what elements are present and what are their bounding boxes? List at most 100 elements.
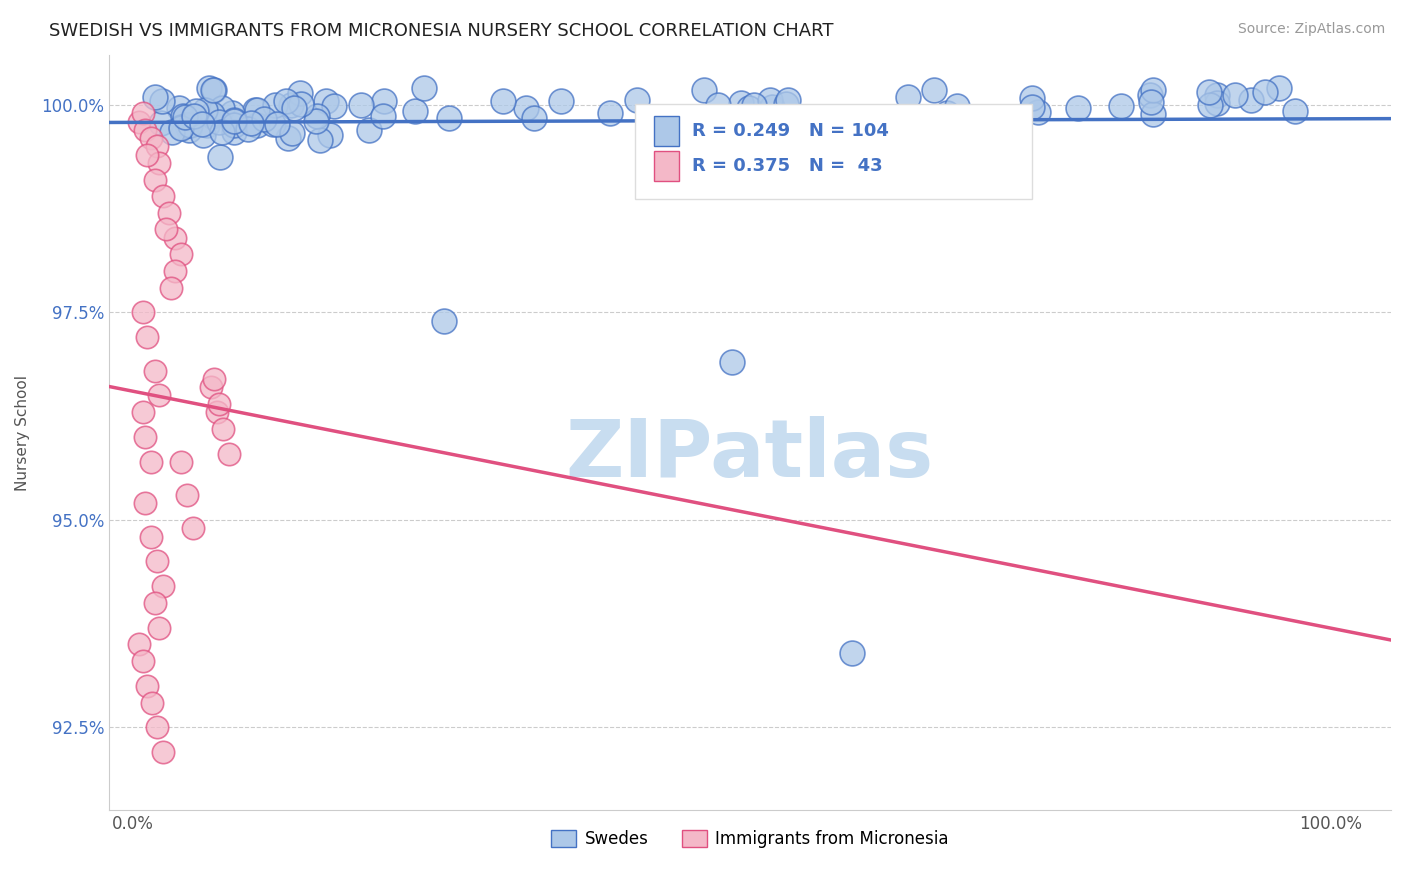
Point xyxy=(176,488,198,502)
Point xyxy=(1225,87,1247,102)
Point xyxy=(200,380,222,394)
Y-axis label: Nursery School: Nursery School xyxy=(15,375,30,491)
Point xyxy=(169,121,191,136)
Point xyxy=(288,86,311,100)
Point xyxy=(492,94,515,108)
Point xyxy=(224,118,246,132)
Point xyxy=(179,123,201,137)
Point xyxy=(246,118,269,132)
Point xyxy=(626,93,648,107)
Text: SWEDISH VS IMMIGRANTS FROM MICRONESIA NURSERY SCHOOL CORRELATION CHART: SWEDISH VS IMMIGRANTS FROM MICRONESIA NU… xyxy=(49,22,834,40)
Text: R = 0.375   N =  43: R = 0.375 N = 43 xyxy=(692,157,883,175)
Text: Source: ZipAtlas.com: Source: ZipAtlas.com xyxy=(1237,22,1385,37)
Point xyxy=(761,100,783,114)
Point xyxy=(692,127,714,141)
Point xyxy=(515,102,537,116)
Point xyxy=(1142,82,1164,96)
Point xyxy=(172,109,194,123)
Point xyxy=(359,122,381,136)
Point xyxy=(205,405,228,419)
Point xyxy=(209,149,232,163)
Point xyxy=(211,125,233,139)
Point xyxy=(307,109,329,123)
Point xyxy=(143,596,166,610)
Point xyxy=(160,280,183,294)
Point xyxy=(152,579,174,593)
Point xyxy=(283,101,305,115)
Point xyxy=(1284,104,1306,119)
Point xyxy=(1028,105,1050,120)
Point xyxy=(170,455,193,469)
Point xyxy=(191,128,214,143)
Point xyxy=(148,621,170,635)
Point xyxy=(176,118,198,132)
Point xyxy=(276,94,298,108)
Point xyxy=(778,93,800,107)
Point xyxy=(222,114,245,128)
Point xyxy=(211,422,233,436)
Point xyxy=(243,103,266,117)
Point xyxy=(309,133,332,147)
Point xyxy=(1199,98,1222,112)
Legend: Swedes, Immigrants from Micronesia: Swedes, Immigrants from Micronesia xyxy=(544,823,955,855)
Text: R = 0.249   N = 104: R = 0.249 N = 104 xyxy=(692,121,889,140)
Point xyxy=(139,131,162,145)
Point xyxy=(139,455,162,469)
Point xyxy=(197,119,219,133)
Point xyxy=(1139,88,1161,103)
Bar xyxy=(654,116,679,145)
Point xyxy=(1240,94,1263,108)
Point xyxy=(134,496,156,510)
Point xyxy=(262,117,284,131)
Point xyxy=(146,554,169,568)
Point xyxy=(202,82,225,96)
Point xyxy=(263,97,285,112)
Point xyxy=(707,98,730,112)
Point xyxy=(173,111,195,125)
Text: ZIPatlas: ZIPatlas xyxy=(565,417,934,494)
Point xyxy=(1205,87,1227,102)
Point xyxy=(238,121,260,136)
Point xyxy=(924,83,946,97)
Point xyxy=(208,397,231,411)
Point xyxy=(315,94,337,108)
Point xyxy=(412,81,434,95)
Point xyxy=(131,654,153,668)
Point xyxy=(1206,95,1229,110)
Point xyxy=(1021,99,1043,113)
Point xyxy=(201,109,224,123)
Point xyxy=(143,89,166,103)
Point xyxy=(160,125,183,139)
Point xyxy=(163,231,186,245)
Point xyxy=(148,156,170,170)
Point xyxy=(202,372,225,386)
Point xyxy=(373,94,395,108)
Point xyxy=(1111,99,1133,113)
Point xyxy=(1198,85,1220,99)
Point xyxy=(754,114,776,128)
Point xyxy=(224,113,246,128)
Point xyxy=(136,330,159,344)
Point xyxy=(350,97,373,112)
Point xyxy=(143,172,166,186)
Point xyxy=(693,83,716,97)
Point xyxy=(319,128,342,142)
Point xyxy=(742,110,765,124)
Point xyxy=(146,721,169,735)
Point xyxy=(139,530,162,544)
Point xyxy=(134,123,156,137)
Point xyxy=(136,147,159,161)
Point xyxy=(946,99,969,113)
Point xyxy=(150,94,173,108)
Point xyxy=(167,101,190,115)
Point xyxy=(266,117,288,131)
Point xyxy=(1140,95,1163,109)
Point xyxy=(738,101,761,115)
Point xyxy=(179,118,201,132)
Point xyxy=(208,115,231,129)
Point xyxy=(433,314,456,328)
Point xyxy=(149,116,172,130)
Point xyxy=(897,90,920,104)
Point xyxy=(152,189,174,203)
Point xyxy=(128,638,150,652)
